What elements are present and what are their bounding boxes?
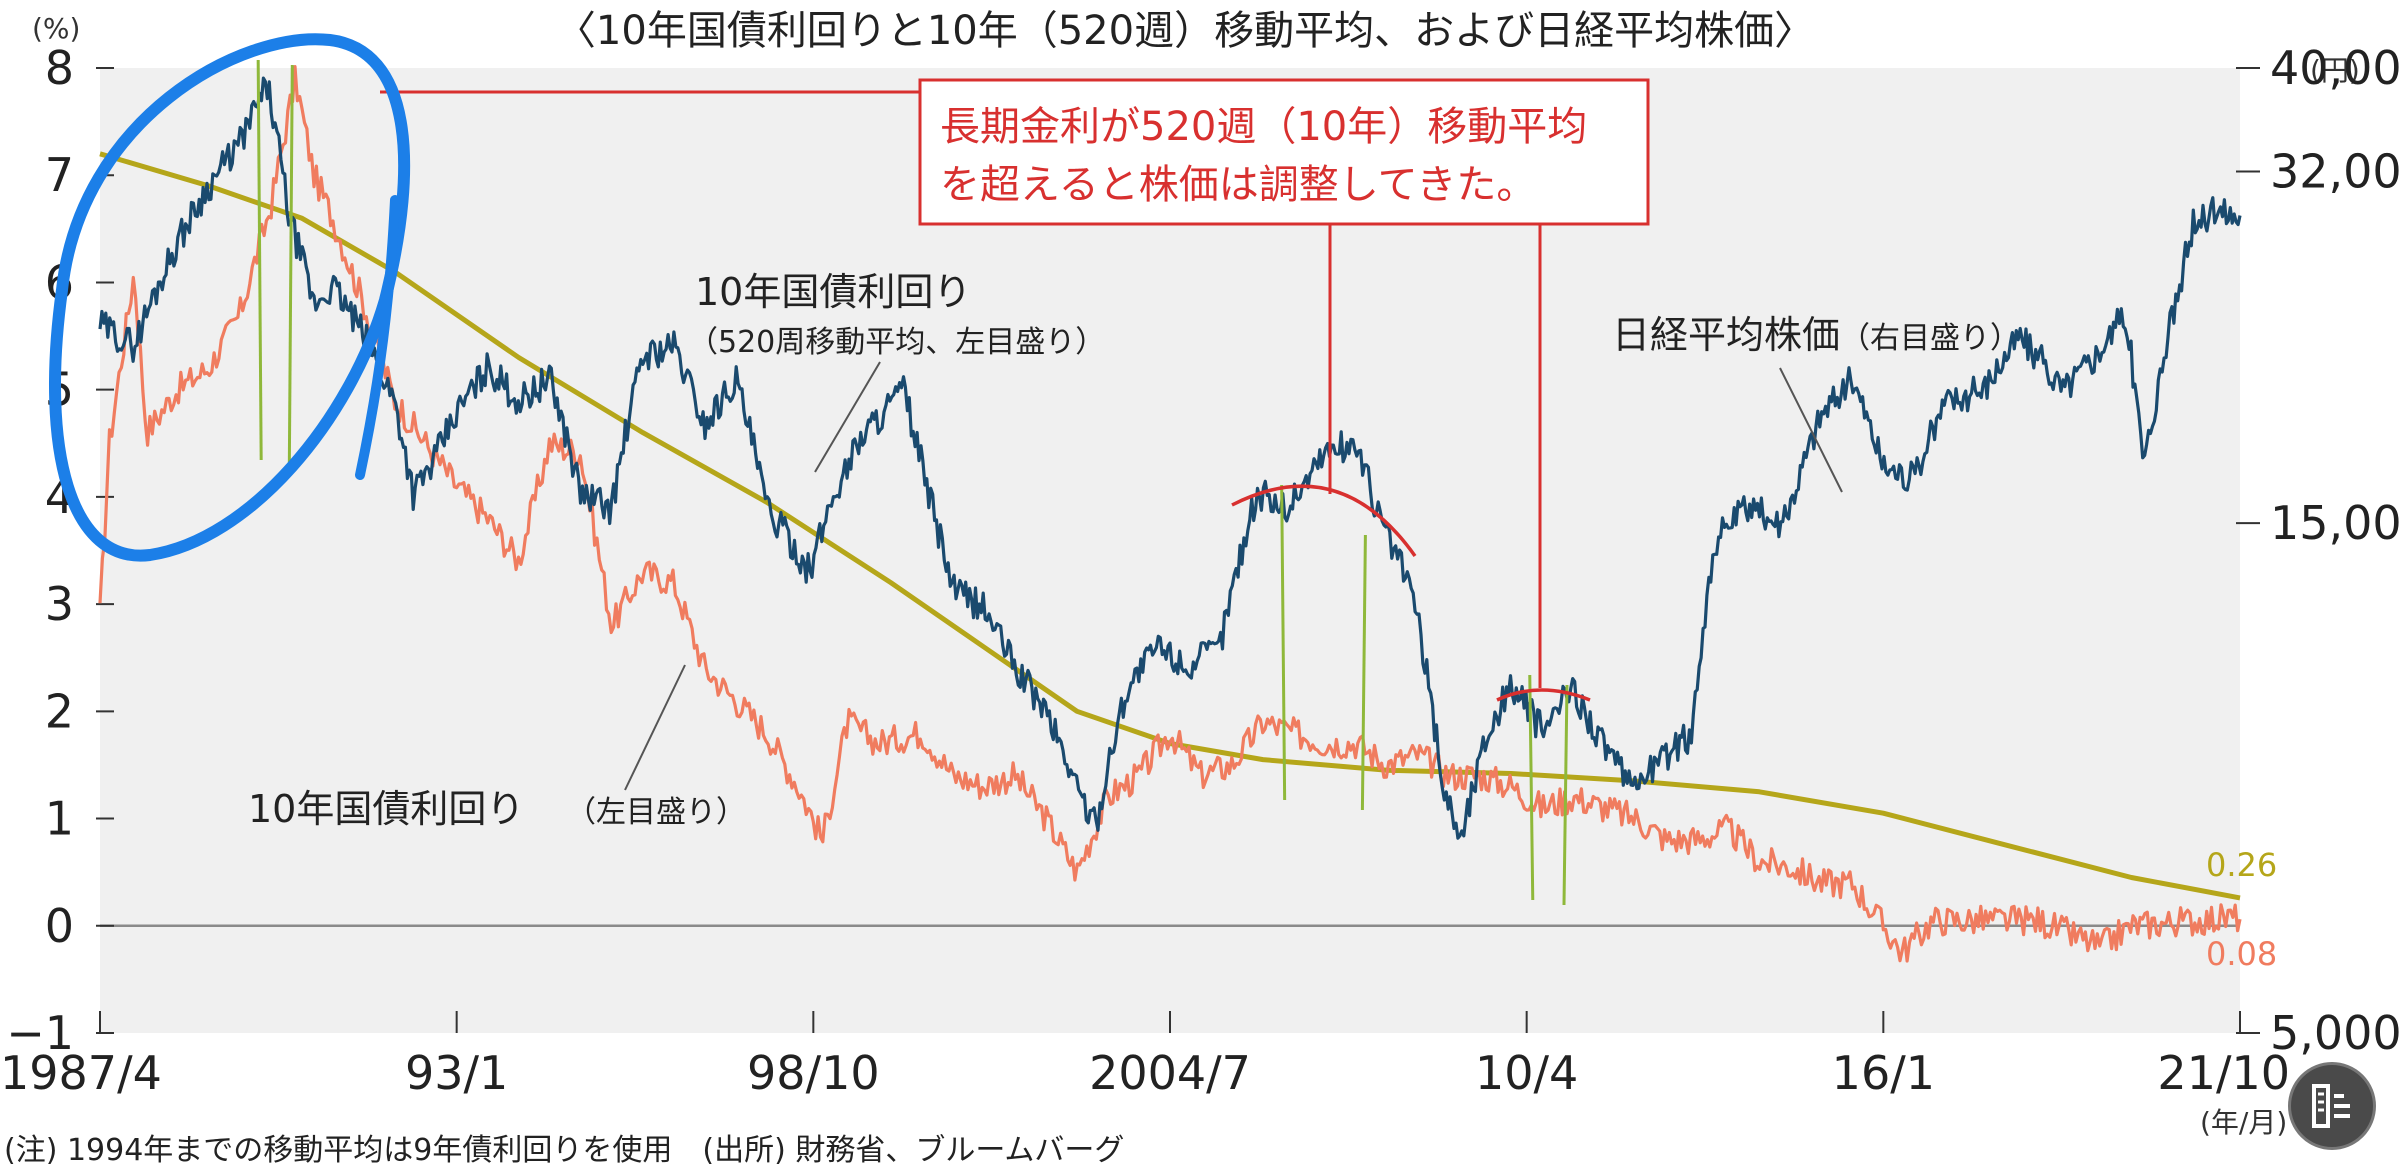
ma-sublabel: （520周移動平均、左目盛り） — [688, 325, 1105, 360]
yield-annotation: 10年国債利回り （左目盛り） — [248, 664, 746, 831]
right-tick-label: 40,000 — [2270, 41, 2400, 95]
vertical-markers — [256, 59, 1569, 906]
x-axis-unit: (年/月) — [2200, 1106, 2287, 1139]
yield-label: 10年国債利回り — [248, 787, 524, 831]
left-axis-unit: (%) — [32, 12, 80, 45]
vertical-marker — [1280, 484, 1287, 801]
left-tick-label: 0 — [45, 899, 74, 953]
nikkei-line — [98, 76, 2242, 840]
x-tick-label: 21/10 — [2157, 1046, 2290, 1100]
red-callout-line-2: を超えると株価は調整してきた。 — [940, 162, 1536, 208]
x-tick-label: 98/10 — [747, 1046, 880, 1100]
vertical-marker — [1562, 684, 1569, 906]
nikkei-sublabel: （右目盛り） — [1840, 321, 2020, 356]
ma-leader — [814, 361, 881, 473]
x-axis: 1987/4 93/1 98/10 2004/7 10/4 16/1 21/10 — [0, 1011, 2290, 1100]
ma-annotation: 10年国債利回り （520周移動平均、左目盛り） — [688, 270, 1105, 473]
vertical-marker — [1360, 534, 1367, 811]
ma-line — [99, 151, 2241, 901]
vertical-marker — [1528, 674, 1535, 901]
x-tick-label: 93/1 — [405, 1046, 508, 1100]
red-bracket-mid — [1231, 484, 1417, 558]
nikkei-annotation: 日経平均株価 （右目盛り） — [1612, 313, 2020, 493]
left-tick-label: 7 — [45, 148, 74, 202]
plot-area — [100, 68, 2240, 1033]
red-callout-line-1: 長期金利が520週（10年）移動平均 — [940, 104, 1587, 150]
nikkei-label: 日経平均株価 — [1612, 313, 1840, 357]
x-tick-label: 1987/4 — [0, 1046, 162, 1100]
chart-title: 〈10年国債利回りと10年（520週）移動平均、および日経平均株価〉 — [556, 8, 1814, 54]
left-tick-label: −1 — [6, 1006, 74, 1060]
yield-line — [98, 65, 2242, 963]
right-axis-unit: (円) — [2310, 54, 2360, 87]
x-tick-label: 2004/7 — [1089, 1046, 1251, 1100]
left-tick-label: 3 — [45, 577, 74, 631]
series-layer — [98, 65, 2242, 963]
right-axis: 40,000 32,000 15,000 5,000 — [2236, 41, 2400, 1060]
document-reader-button[interactable] — [2288, 1062, 2376, 1150]
red-callout-box — [918, 78, 1650, 226]
yield-leader — [624, 664, 686, 791]
yield-end-label: 0.08 — [2206, 935, 2277, 973]
right-tick-label: 5,000 — [2270, 1006, 2400, 1060]
highlight-stroke — [355, 195, 400, 480]
yield-sublabel: （左目盛り） — [566, 795, 746, 830]
ma-end-label: 0.26 — [2206, 846, 2277, 884]
nikkei-leader — [1779, 367, 1843, 493]
right-tick-label: 15,000 — [2270, 496, 2400, 550]
left-tick-label: 8 — [45, 41, 74, 95]
red-bracket-right — [1496, 688, 1591, 702]
vertical-marker — [287, 64, 294, 471]
left-tick-label: 1 — [45, 792, 74, 846]
right-tick-label: 32,000 — [2270, 145, 2400, 199]
red-callout: 長期金利が520週（10年）移動平均 を超えると株価は調整してきた。 — [380, 78, 1650, 702]
left-tick-label: 2 — [45, 684, 74, 738]
vertical-marker — [256, 59, 263, 461]
ma-label: 10年国債利回り — [695, 270, 971, 314]
x-tick-label: 10/4 — [1475, 1046, 1578, 1100]
x-tick-label: 16/1 — [1832, 1046, 1935, 1100]
document-reader-icon — [2312, 1084, 2350, 1128]
footer-note: (注) 1994年までの移動平均は9年債利回りを使用 (出所) 財務省、ブルーム… — [4, 1133, 1124, 1168]
